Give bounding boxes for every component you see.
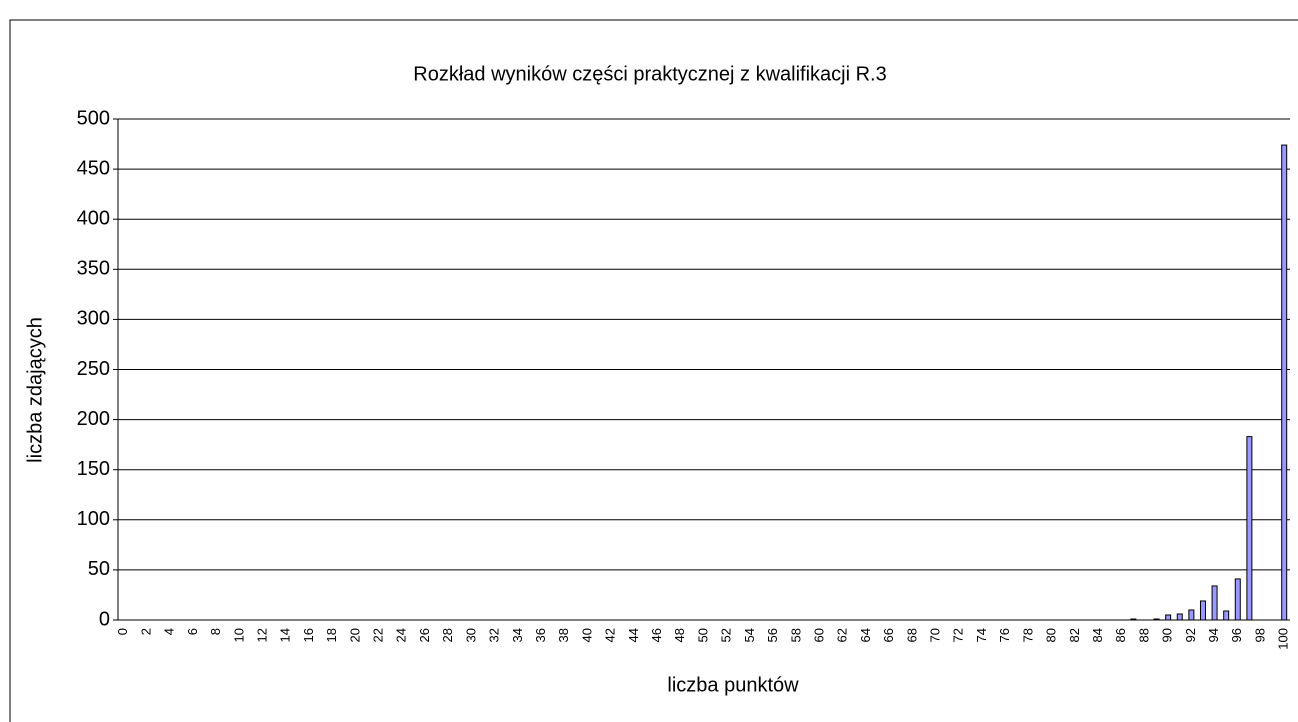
x-tick-label: 94 <box>1206 628 1221 642</box>
bar <box>1130 618 1137 621</box>
x-tick-label: 32 <box>487 628 502 642</box>
x-tick-label: 90 <box>1160 628 1175 642</box>
y-tick-label: 450 <box>77 157 110 179</box>
x-tick-label: 92 <box>1183 628 1198 642</box>
x-tick-label: 20 <box>347 628 362 642</box>
x-tick-label: 62 <box>835 628 850 642</box>
x-tick-label: 12 <box>254 628 269 642</box>
x-tick-label: 72 <box>951 628 966 642</box>
x-tick-label: 28 <box>440 628 455 642</box>
x-axis-label: liczba punktów <box>667 674 799 696</box>
x-tick-label: 18 <box>324 628 339 642</box>
x-tick-label: 2 <box>138 628 153 635</box>
x-tick-label: 86 <box>1113 628 1128 642</box>
x-tick-label: 6 <box>185 628 200 635</box>
x-tick-label: 26 <box>417 628 432 642</box>
x-tick-label: 44 <box>626 628 641 642</box>
x-tick-label: 58 <box>788 628 803 642</box>
x-tick-label: 100 <box>1276 628 1291 650</box>
x-tick-label: 78 <box>1020 628 1035 642</box>
y-axis-label: liczba zdających <box>24 317 46 463</box>
bar <box>1246 436 1253 621</box>
x-tick-label: 74 <box>974 628 989 642</box>
bar <box>1281 144 1288 621</box>
x-tick-label: 50 <box>695 628 710 642</box>
bar <box>1153 618 1160 621</box>
x-tick-label: 88 <box>1136 628 1151 642</box>
x-tick-label: 96 <box>1229 628 1244 642</box>
x-tick-label: 10 <box>231 628 246 642</box>
x-tick-label: 8 <box>208 628 223 635</box>
y-tick-label: 400 <box>77 207 110 229</box>
bar <box>1165 614 1172 621</box>
x-tick-label: 24 <box>394 628 409 642</box>
x-tick-label: 84 <box>1090 628 1105 642</box>
x-tick-label: 76 <box>997 628 1012 642</box>
bar <box>1199 600 1206 621</box>
x-tick-label: 82 <box>1067 628 1082 642</box>
y-tick-label: 300 <box>77 308 110 330</box>
y-tick-label: 50 <box>88 558 110 580</box>
x-tick-label: 34 <box>510 628 525 642</box>
chart-title: Rozkład wyników części praktycznej z kwa… <box>413 63 886 85</box>
y-tick-label: 500 <box>77 107 110 129</box>
x-tick-label: 70 <box>928 628 943 642</box>
x-tick-label: 38 <box>556 628 571 642</box>
y-tick-label: 150 <box>77 458 110 480</box>
x-tick-label: 40 <box>579 628 594 642</box>
x-tick-label: 60 <box>811 628 826 642</box>
x-tick-label: 46 <box>649 628 664 642</box>
x-tick-label: 0 <box>115 628 130 635</box>
x-tick-label: 52 <box>719 628 734 642</box>
x-tick-label: 42 <box>603 628 618 642</box>
x-tick-label: 66 <box>881 628 896 642</box>
x-tick-label: 56 <box>765 628 780 642</box>
chart-frame <box>9 19 1298 722</box>
x-tick-label: 98 <box>1252 628 1267 642</box>
bar <box>1211 585 1218 621</box>
y-tick-label: 250 <box>77 358 110 380</box>
x-tick-label: 14 <box>278 628 293 642</box>
x-tick-label: 54 <box>742 628 757 642</box>
x-tick-label: 80 <box>1044 628 1059 642</box>
x-tick-label: 68 <box>904 628 919 642</box>
y-tick-label: 200 <box>77 408 110 430</box>
bar <box>1176 613 1183 621</box>
y-tick-label: 100 <box>77 508 110 530</box>
y-tick-label: 0 <box>99 608 110 630</box>
x-tick-label: 36 <box>533 628 548 642</box>
bar <box>1223 610 1230 621</box>
x-tick-label: 64 <box>858 628 873 642</box>
y-tick-label: 350 <box>77 258 110 280</box>
x-tick-label: 30 <box>463 628 478 642</box>
bar <box>1234 578 1241 621</box>
bar <box>1188 609 1195 621</box>
x-tick-label: 22 <box>371 628 386 642</box>
x-tick-label: 16 <box>301 628 316 642</box>
x-tick-label: 4 <box>162 628 177 635</box>
x-tick-label: 48 <box>672 628 687 642</box>
